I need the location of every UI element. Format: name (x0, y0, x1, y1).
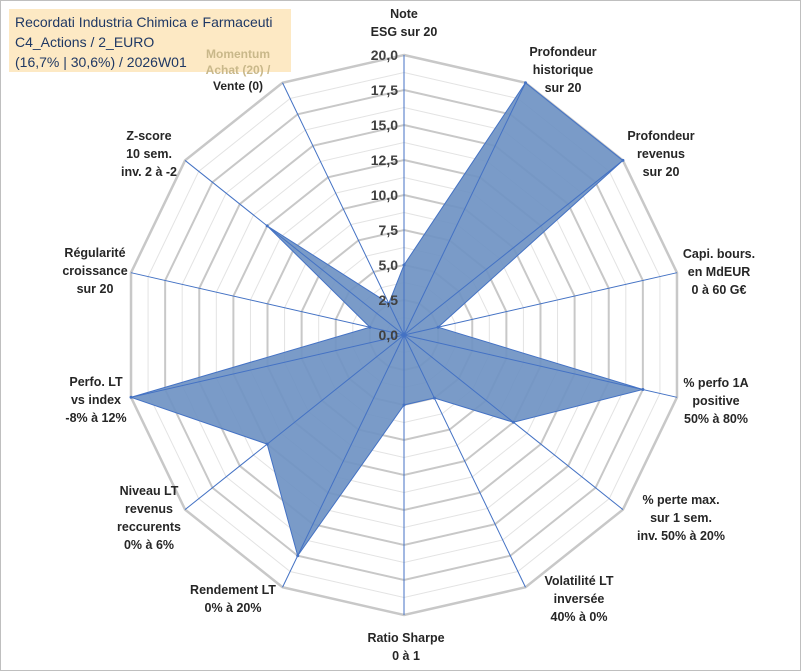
axis-label: Capi. bours. en MdEUR 0 à 60 G€ (649, 245, 789, 299)
r-tick-label: 10,0 (371, 187, 398, 203)
axis-label-line: 0% à 6% (123, 538, 175, 552)
axis-label: Régularité croissance sur 20 (25, 244, 165, 298)
axis-label: Profondeur historique sur 20 (493, 43, 633, 97)
axis-label-line: Profondeur (529, 45, 597, 59)
axis-label-line: sur 20 (544, 81, 582, 95)
axis-label-line: ESG sur 20 (370, 25, 438, 39)
data-point (265, 442, 269, 446)
axis-label-momentum-vente: Vente (0) (212, 79, 263, 93)
axis-label: Perfo. LT vs index -8% à 12% (26, 373, 166, 427)
data-point (523, 81, 527, 85)
data-point (511, 420, 515, 424)
data-point (368, 325, 372, 329)
axis-label-line: Note (390, 7, 418, 21)
data-point (129, 395, 133, 399)
axis-label-line: croissance (62, 264, 128, 278)
axis-label-line: revenus (125, 502, 173, 516)
axis-label-line: Régularité (64, 246, 126, 260)
axis-spoke (403, 272, 678, 336)
axis-label-line: 0 à 1 (392, 649, 420, 663)
axis-label-line: revenus (637, 147, 685, 161)
axis-label-line: % perfo 1A (683, 376, 749, 390)
axis-label-line: Rendement LT (190, 583, 276, 597)
axis-label-line: Volatilité LT (544, 574, 614, 588)
axis-label-line: 50% à 80% (684, 412, 748, 426)
axis-spoke (403, 334, 678, 398)
title-line-1: Recordati Industria Chimica e Farmaceuti (15, 14, 273, 30)
axis-label: Note ESG sur 20 (334, 5, 474, 41)
data-point (621, 158, 625, 162)
axis-label: Ratio Sharpe 0 à 1 (336, 629, 476, 665)
axis-spoke (403, 334, 526, 588)
chart-title-box: Recordati Industria Chimica e Farmaceuti… (9, 9, 291, 72)
axis-label-line: reccurents (117, 520, 181, 534)
axis-spoke (282, 334, 405, 588)
axis-label-line: en MdEUR (687, 265, 751, 279)
data-point (641, 388, 645, 392)
axis-spoke (403, 82, 526, 336)
axis-label: Volatilité LT inversée 40% à 0% (509, 572, 649, 626)
axis-spoke (184, 334, 405, 510)
axis-label: % perte max. sur 1 sem. inv. 50% à 20% (611, 491, 751, 545)
data-point (402, 263, 406, 267)
axis-label-line: sur 20 (76, 282, 114, 296)
r-tick-label: 7,5 (379, 222, 399, 238)
axis-label-line: vs index (70, 393, 122, 407)
title-line-3: (16,7% | 30,6%) / 2026W01 (15, 54, 187, 70)
axis-label: Z-score 10 sem. inv. 2 à -2 (79, 127, 219, 181)
r-tick-label: 17,5 (371, 82, 398, 98)
axis-label-line: sur 1 sem. (650, 511, 712, 525)
axis-label-line: Perfo. LT (69, 375, 123, 389)
axis-label-line: inv. 50% à 20% (636, 529, 725, 543)
data-point (402, 403, 406, 407)
axis-label-line: % perte max. (642, 493, 720, 507)
axis-label-line: 40% à 0% (550, 610, 608, 624)
axis-label: % perfo 1A positive 50% à 80% (646, 374, 786, 428)
r-tick-label: 2,5 (379, 292, 399, 308)
axis-label-line: Capi. bours. (682, 247, 756, 261)
axis-spoke (282, 82, 405, 336)
axis-spoke (130, 334, 405, 398)
data-point (436, 325, 440, 329)
axis-label: Profondeur revenus sur 20 (591, 127, 731, 181)
r-tick-label: 20,0 (371, 47, 398, 63)
axis-spoke (130, 272, 405, 336)
axis-label: Rendement LT 0% à 20% (163, 581, 303, 617)
axis-label-line: 0 à 60 G€ (691, 283, 747, 297)
data-point (265, 224, 269, 228)
axis-label-line: inversée (553, 592, 605, 606)
axis-label-line: Niveau LT (119, 484, 179, 498)
axis-label-line: Ratio Sharpe (367, 631, 445, 645)
data-point (296, 554, 300, 558)
axis-label-line: Profondeur (627, 129, 695, 143)
axis-label-line: -8% à 12% (65, 411, 127, 425)
axis-spoke (184, 160, 405, 336)
data-point (432, 396, 436, 400)
axis-label-line: Z-score (126, 129, 172, 143)
title-line-2: C4_Actions / 2_EURO (15, 34, 155, 50)
axis-label-line: historique (532, 63, 594, 77)
axis-spoke (403, 160, 624, 336)
axis-label-line: 10 sem. (126, 147, 172, 161)
axis-label-line: inv. 2 à -2 (120, 165, 178, 179)
axis-label: Niveau LT revenus reccurents 0% à 6% (79, 482, 219, 554)
r-tick-label: 0,0 (379, 327, 399, 343)
r-tick-label: 15,0 (371, 117, 398, 133)
momentum-label: Momentum Achat (20) / (205, 47, 271, 77)
r-tick-label: 5,0 (379, 257, 399, 273)
data-point (387, 301, 391, 305)
axis-label-line: sur 20 (642, 165, 680, 179)
axis-label-line: 0% à 20% (204, 601, 262, 615)
axis-label-line: positive (692, 394, 740, 408)
r-tick-label: 12,5 (371, 152, 398, 168)
